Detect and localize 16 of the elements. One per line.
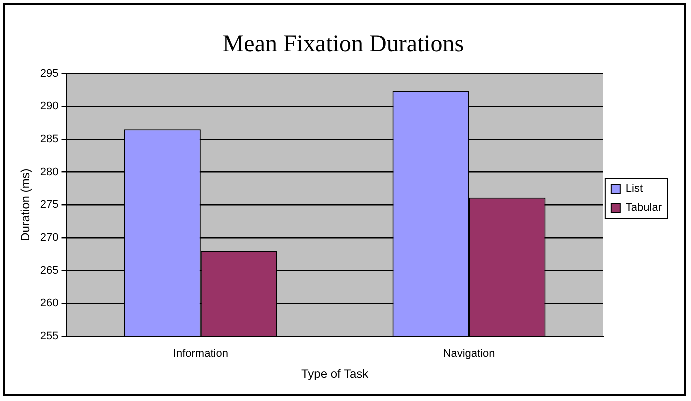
x-tick-label: Information <box>173 348 228 360</box>
y-tick-label: 275 <box>40 199 59 212</box>
legend-label: Tabular <box>626 202 662 214</box>
y-tick-label: 295 <box>40 68 59 80</box>
y-tick-label: 270 <box>40 232 59 244</box>
legend-label: List <box>626 183 644 196</box>
y-axis-title: Duration (ms) <box>18 168 33 242</box>
chart-title: Mean Fixation Durations <box>222 32 464 58</box>
y-tick-label: 255 <box>40 330 59 342</box>
y-tick-label: 285 <box>40 133 59 146</box>
y-tick-label: 290 <box>40 100 59 113</box>
y-tick-label: 280 <box>40 166 59 178</box>
x-tick-label: Navigation <box>443 348 496 360</box>
y-tick-label: 265 <box>40 264 59 277</box>
y-tick-label: 260 <box>40 298 59 310</box>
x-axis-title: Type of Task <box>302 367 370 382</box>
